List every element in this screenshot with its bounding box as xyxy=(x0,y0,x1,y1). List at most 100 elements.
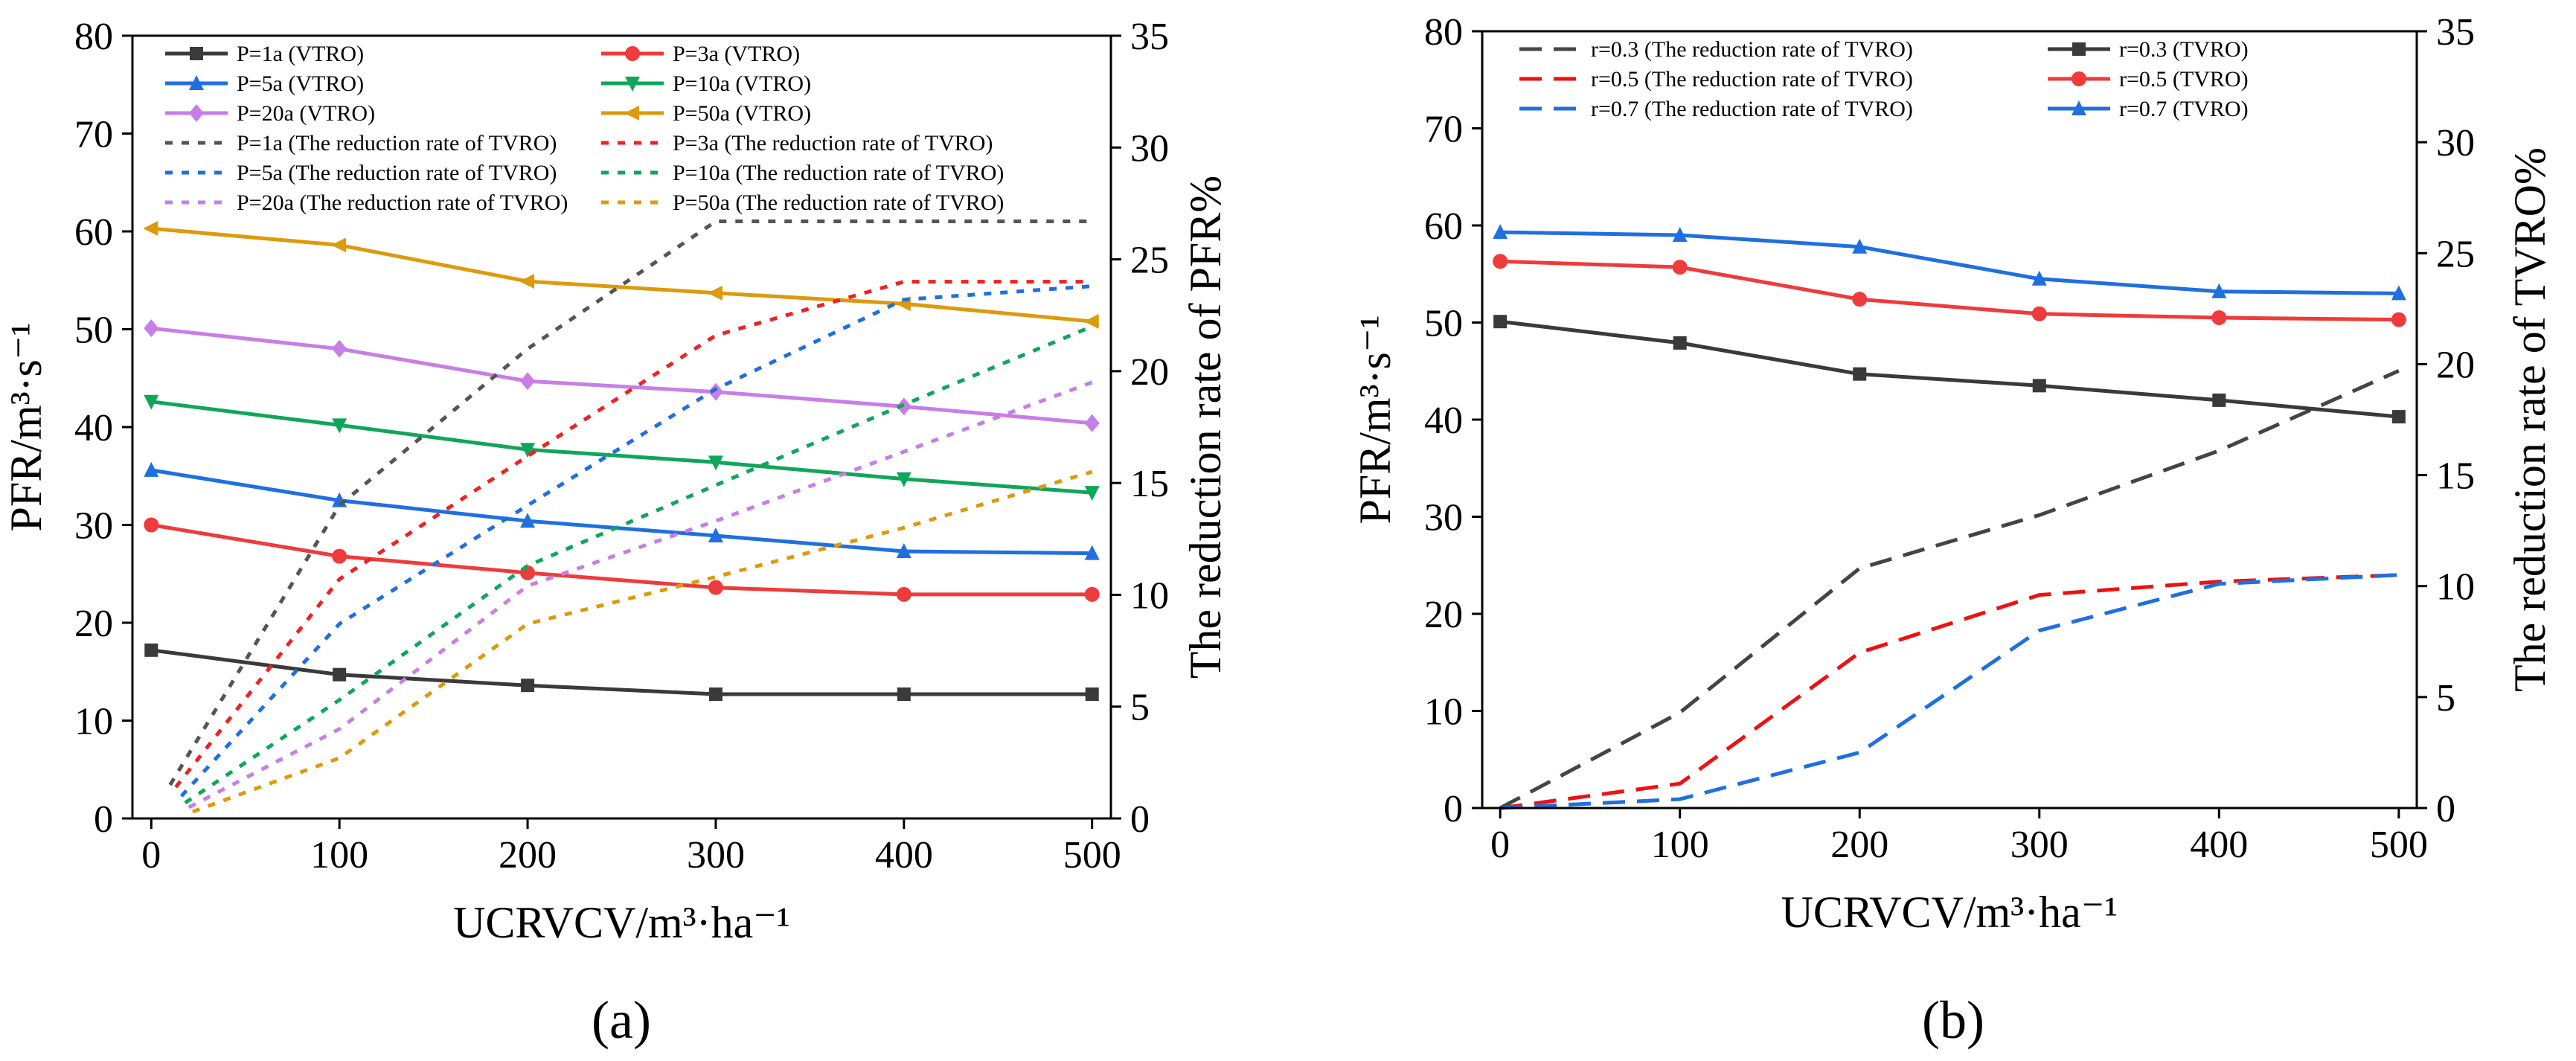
legend-marker-a-1 xyxy=(625,46,640,61)
y-left-tick-label: 0 xyxy=(1444,788,1463,830)
data-point-b-5-4 xyxy=(2211,283,2227,298)
x-tick-label: 400 xyxy=(875,834,933,876)
y-right-tick-label: 10 xyxy=(2436,566,2475,609)
series-line-a-10 xyxy=(188,380,1093,810)
series-line-a-3 xyxy=(150,400,1092,495)
y-right-tick-label: 5 xyxy=(2436,677,2455,719)
y-right-tick-label: 35 xyxy=(1130,16,1169,58)
legend-marker-b-3 xyxy=(2072,42,2086,56)
series-line-b-0 xyxy=(1499,369,2400,810)
y-right-tick-label: 5 xyxy=(1130,687,1150,729)
data-point-a-5-1 xyxy=(331,237,347,253)
data-point-a-5-5 xyxy=(1083,313,1099,329)
data-point-b-4-3 xyxy=(2031,306,2047,321)
x-tick-label: 0 xyxy=(1490,824,1510,866)
legend-label-a-3: P=10a (VTRO) xyxy=(673,71,811,96)
y-left-tick-label: 60 xyxy=(74,211,113,254)
data-point-b-3-0 xyxy=(1493,315,1508,329)
data-point-a-1-1 xyxy=(332,548,347,564)
legend-marker-b-5 xyxy=(2072,100,2086,115)
data-point-a-1-0 xyxy=(144,517,159,533)
y-right-tick-label: 25 xyxy=(2436,233,2475,275)
y-right-tick-label: 15 xyxy=(2436,455,2475,498)
y-right-tick-label: 30 xyxy=(2436,122,2475,164)
data-point-a-3-4 xyxy=(896,472,911,487)
x-tick-label: 500 xyxy=(2370,824,2428,866)
y-left-tick-label: 50 xyxy=(74,310,113,352)
series-line-a-2 xyxy=(150,468,1092,556)
y-right-tick-label: 20 xyxy=(1130,351,1169,394)
data-point-a-4-3 xyxy=(708,382,723,401)
legend-label-a-11: P=50a (The reduction rate of TVRO) xyxy=(673,190,1004,215)
legend-marker-a-4 xyxy=(189,104,204,122)
legend-label-a-0: P=1a (VTRO) xyxy=(237,42,364,66)
series-line-a-4 xyxy=(151,326,1092,426)
data-point-a-3-2 xyxy=(520,443,536,458)
y-left-tick-label: 40 xyxy=(74,407,113,449)
legend-label-a-9: P=10a (The reduction rate of TVRO) xyxy=(673,161,1004,185)
y-right-tick-label: 0 xyxy=(2436,788,2455,830)
y-left-axis-label: PFR/m³·s⁻¹ xyxy=(1351,315,1400,524)
y-left-tick-label: 80 xyxy=(74,16,113,58)
series-line-a-9 xyxy=(184,324,1093,805)
x-tick-label: 200 xyxy=(1830,824,1888,866)
series-line-a-7 xyxy=(174,280,1092,789)
legend-label-b-3: r=0.3 (TVRO) xyxy=(2119,37,2249,62)
legend-label-a-7: P=3a (The reduction rate of TVRO) xyxy=(673,131,993,156)
y-right-tick-label: 30 xyxy=(1130,127,1169,170)
data-point-a-0-5 xyxy=(1085,687,1099,701)
data-point-a-4-0 xyxy=(144,319,159,338)
legend-marker-a-0 xyxy=(190,47,203,60)
data-point-b-4-4 xyxy=(2211,310,2227,325)
data-point-a-1-5 xyxy=(1084,586,1100,602)
legend-label-b-5: r=0.7 (TVRO) xyxy=(2119,97,2249,121)
legend-label-a-4: P=20a (VTRO) xyxy=(237,101,375,126)
y-left-tick-label: 10 xyxy=(74,701,113,743)
data-point-b-3-4 xyxy=(2212,393,2226,407)
y-left-tick-label: 30 xyxy=(1424,497,1463,539)
data-point-a-3-5 xyxy=(1084,486,1100,501)
x-axis-label: UCRVCV/m³·ha⁻¹ xyxy=(453,898,790,947)
legend-marker-a-3 xyxy=(625,77,640,92)
y-left-tick-label: 50 xyxy=(1424,303,1463,345)
series-line-a-11 xyxy=(192,469,1093,814)
data-point-a-5-0 xyxy=(143,221,158,237)
y-right-tick-label: 25 xyxy=(1130,240,1169,282)
y-left-tick-label: 20 xyxy=(1424,594,1463,636)
y-right-tick-label: 35 xyxy=(2436,11,2475,54)
panel-label: (b) xyxy=(1922,990,1984,1050)
data-point-a-3-1 xyxy=(332,418,347,434)
data-point-b-4-2 xyxy=(1852,292,1868,307)
legend-label-a-5: P=50a (VTRO) xyxy=(673,101,811,126)
y-left-tick-label: 0 xyxy=(94,798,113,841)
data-point-a-2-4 xyxy=(896,543,911,559)
data-point-a-4-5 xyxy=(1084,414,1100,432)
legend-label-a-2: P=5a (VTRO) xyxy=(237,71,364,96)
data-point-a-0-1 xyxy=(333,667,347,682)
chart-panel-b: 0 100 200 300 400 500010203040506070800510152… xyxy=(1351,11,2554,1050)
panel-label: (a) xyxy=(592,990,651,1050)
y-left-tick-label: 80 xyxy=(1424,11,1463,54)
series-line-a-8 xyxy=(179,284,1092,798)
series-line-a-0 xyxy=(150,648,1092,696)
data-point-a-3-0 xyxy=(144,394,159,410)
data-point-a-5-3 xyxy=(707,285,723,301)
data-point-b-5-3 xyxy=(2031,270,2047,286)
x-tick-label: 300 xyxy=(2011,824,2069,866)
data-point-b-5-0 xyxy=(1493,224,1508,240)
legend-label-a-6: P=1a (The reduction rate of TVRO) xyxy=(237,131,557,156)
y-left-tick-label: 70 xyxy=(74,114,113,156)
x-tick-label: 300 xyxy=(687,834,745,876)
data-point-a-1-4 xyxy=(896,586,911,602)
data-point-b-5-5 xyxy=(2391,285,2406,301)
data-point-a-1-3 xyxy=(708,580,723,595)
data-point-b-5-1 xyxy=(1672,227,1688,243)
y-left-tick-label: 60 xyxy=(1424,205,1463,248)
data-point-a-4-2 xyxy=(520,372,536,391)
series-line-b-2 xyxy=(1500,573,2399,810)
series-line-b-5 xyxy=(1500,230,2399,295)
series-line-a-5 xyxy=(151,226,1092,324)
y-left-tick-label: 10 xyxy=(1424,691,1463,734)
y-right-tick-label: 15 xyxy=(1130,463,1169,505)
